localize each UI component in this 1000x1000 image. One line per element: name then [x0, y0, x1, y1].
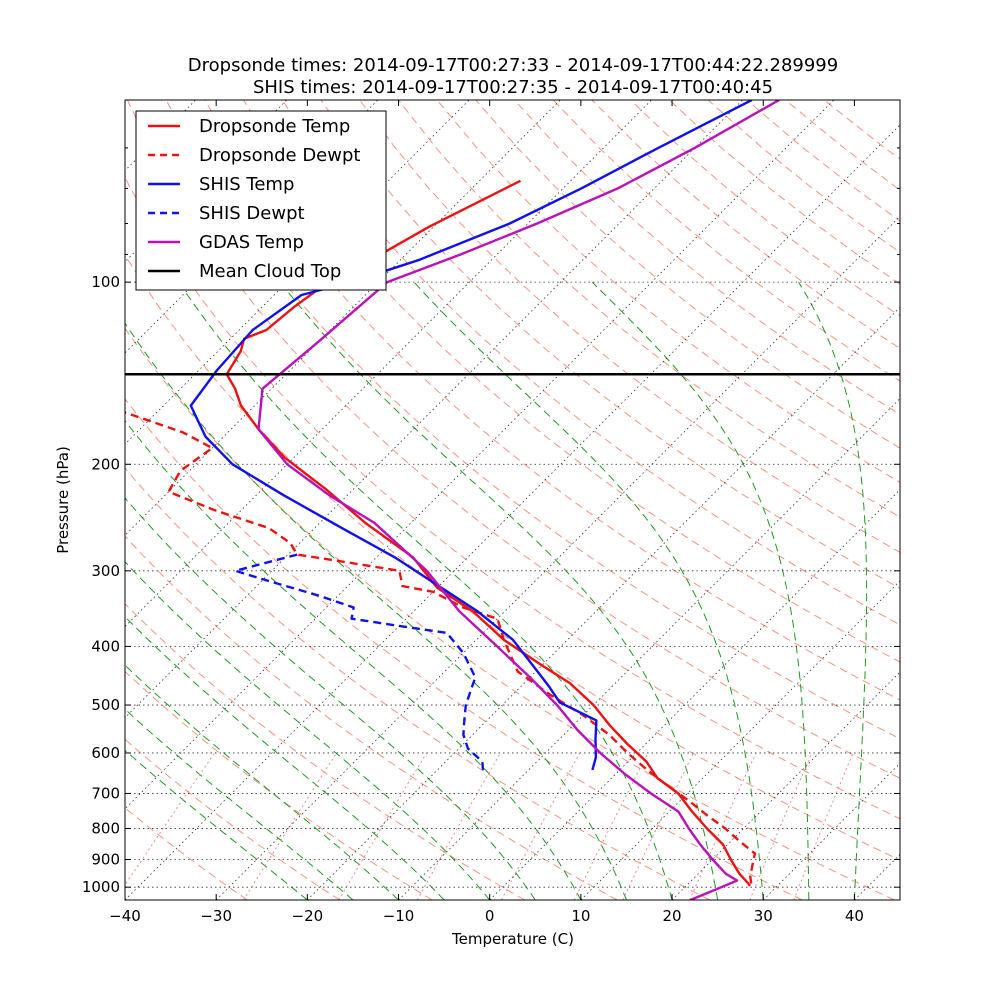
series-line-2 — [189, 100, 753, 771]
x-tick-label: −30 — [200, 907, 232, 925]
y-axis-ticks: 100 200 300 400 500 600 700 800 900 1000 — [82, 147, 900, 896]
series-line-1 — [125, 411, 757, 885]
dry-adiabat — [243, 100, 900, 663]
moist-adiabat — [125, 322, 627, 900]
y-tick-label: 300 — [91, 562, 120, 580]
chart-title-line1: Dropsonde times: 2014-09-17T00:27:33 - 2… — [188, 55, 838, 76]
moist-adiabat — [125, 749, 308, 900]
y-tick-label: 100 — [91, 273, 120, 291]
moist-adiabat — [125, 708, 354, 900]
dry-adiabat — [281, 100, 900, 626]
mixing-ratio-line — [338, 752, 428, 900]
series-line-4 — [257, 100, 780, 900]
x-axis-ticks: −40 −30 −20 −10 0 10 20 30 40 — [109, 100, 864, 925]
legend-box — [135, 110, 387, 291]
dry-adiabat — [125, 467, 710, 900]
moist-adiabat — [798, 281, 868, 900]
moist-adiabat — [178, 281, 673, 900]
mixing-ratio-line — [689, 752, 757, 900]
x-axis-label: Temperature (C) — [451, 930, 574, 948]
background-lines — [125, 100, 900, 900]
y-axis-label: Pressure (hPa) — [54, 446, 72, 554]
dry-adiabat — [125, 535, 618, 900]
y-tick-label: 600 — [91, 744, 120, 762]
mixing-ratio-line — [749, 752, 813, 900]
dry-adiabat — [125, 176, 900, 820]
dry-adiabat — [126, 100, 900, 779]
moist-adiabat — [591, 281, 810, 900]
x-tick-label: 40 — [845, 907, 864, 925]
dry-adiabat — [125, 738, 341, 900]
mixing-ratio-line — [573, 752, 649, 900]
series-line-3 — [234, 553, 485, 771]
moist-adiabat — [125, 561, 491, 900]
data-series — [125, 100, 900, 900]
moist-adiabat — [125, 420, 582, 900]
y-tick-label: 400 — [91, 637, 120, 655]
moist-adiabat — [413, 281, 764, 900]
legend-label-5: Mean Cloud Top — [199, 261, 341, 282]
legend-label-3: SHIS Dewpt — [199, 203, 305, 224]
moist-adiabat — [125, 497, 536, 900]
series-line-0 — [225, 179, 751, 887]
x-tick-label: −10 — [383, 907, 415, 925]
mixing-ratio-line — [501, 752, 581, 900]
legend-label-2: SHIS Temp — [199, 174, 294, 195]
legend-label-4: GDAS Temp — [199, 232, 304, 253]
dry-adiabat — [125, 670, 433, 900]
x-tick-label: 20 — [663, 907, 682, 925]
legend-label-0: Dropsonde Temp — [199, 116, 350, 137]
mixing-ratio-line — [125, 752, 216, 886]
x-tick-label: −20 — [292, 907, 324, 925]
dry-adiabat — [125, 254, 900, 861]
x-tick-label: −40 — [109, 907, 141, 925]
dry-adiabat — [165, 100, 900, 740]
y-tick-label: 1000 — [82, 878, 120, 896]
dry-adiabat — [398, 100, 900, 518]
legend-label-1: Dropsonde Dewpt — [199, 145, 360, 166]
y-tick-label: 900 — [91, 850, 120, 868]
moist-adiabat — [125, 616, 445, 900]
mixing-ratio-line — [622, 752, 694, 900]
chart-title-line2: SHIS times: 2014-09-17T00:27:35 - 2014-0… — [253, 77, 773, 98]
dry-adiabat — [125, 327, 895, 900]
plot-frame — [124, 99, 901, 901]
mixing-ratio-line — [793, 752, 854, 900]
y-tick-label: 700 — [91, 784, 120, 802]
y-tick-label: 200 — [91, 455, 120, 473]
x-tick-label: 10 — [571, 907, 590, 925]
x-tick-label: 30 — [754, 907, 773, 925]
y-tick-label: 800 — [91, 820, 120, 838]
x-tick-label: 0 — [485, 907, 495, 925]
legend: Dropsonde Temp Dropsonde Dewpt SHIS Temp SH… — [135, 110, 387, 291]
dry-adiabat — [359, 100, 900, 553]
y-tick-label: 500 — [91, 696, 120, 714]
